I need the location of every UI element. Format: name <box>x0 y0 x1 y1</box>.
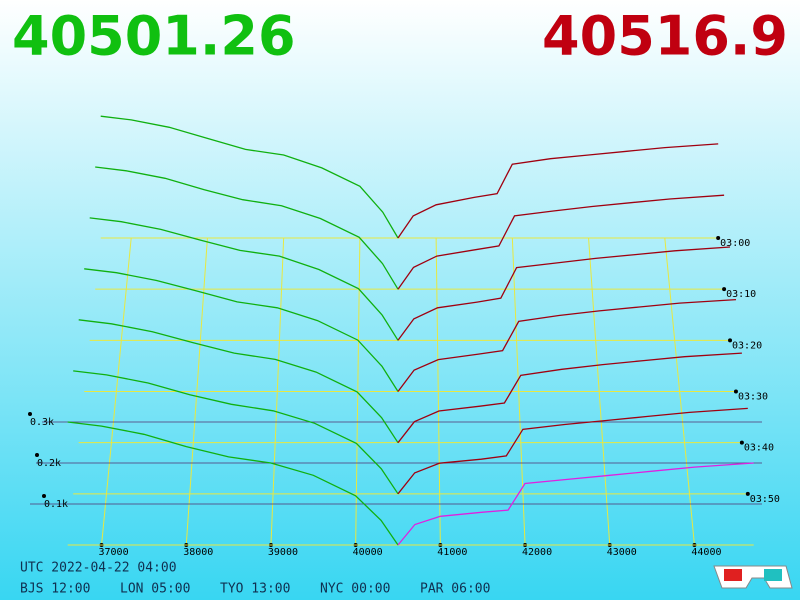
time-tick-label: 03:50 <box>750 494 780 505</box>
ask-depth-line <box>397 462 754 546</box>
depth-tick-label: 0.1k <box>44 499 68 510</box>
time-tick-label: 03:10 <box>726 289 756 300</box>
ask-depth-line <box>397 246 731 341</box>
bid-depth-line <box>95 166 399 290</box>
city-time: PAR 06:00 <box>420 582 490 597</box>
city-time: BJS 12:00 <box>20 582 90 597</box>
red-lens <box>724 569 742 581</box>
ask-depth-line <box>397 194 725 290</box>
time-tick <box>733 389 738 394</box>
time-tick-label: 03:30 <box>738 392 768 403</box>
utc-time: UTC 2022-04-22 04:00 <box>20 561 177 576</box>
ask-depth-line <box>397 143 719 239</box>
bid-depth-line <box>73 370 399 495</box>
time-tick-label: 03:00 <box>720 238 750 249</box>
floor: 37000 38000 39000 40000 41000 42000 43000 44000… <box>28 236 780 558</box>
time-tick <box>722 287 727 292</box>
x-tick-label: 37000 <box>98 547 128 558</box>
time-tick <box>745 491 750 496</box>
time-tick <box>739 440 744 445</box>
depth-tick <box>35 453 39 457</box>
x-tick-label: 40000 <box>353 547 383 558</box>
cyan-lens <box>764 569 782 581</box>
city-time: LON 05:00 <box>120 582 190 597</box>
x-tick-label: 42000 <box>522 547 552 558</box>
x-tick-label: 44000 <box>691 547 721 558</box>
depth-tick <box>42 494 46 498</box>
ask-depth-line <box>397 298 737 392</box>
time-tick-label: 03:40 <box>744 443 774 454</box>
ask-depth-line <box>397 352 742 444</box>
bid-depth-line <box>78 319 399 444</box>
bid-price: 40501.26 <box>12 5 296 68</box>
plot <box>67 115 754 546</box>
x-tick-label: 43000 <box>607 547 637 558</box>
time-tick-label: 03:20 <box>732 340 762 351</box>
x-tick-label: 41000 <box>437 547 467 558</box>
depth-tick-label: 0.3k <box>30 417 54 428</box>
3d-glasses-icon <box>713 565 793 589</box>
x-tick-label: 38000 <box>183 547 213 558</box>
bid-depth-line <box>89 217 399 341</box>
city-times: BJS 12:00 LON 05:00 TYO 13:00 NYC 00:00 PAR … <box>20 582 490 597</box>
time-tick <box>728 338 733 343</box>
bid-depth-line <box>100 115 399 239</box>
x-tick-label: 39000 <box>268 547 298 558</box>
bid-depth-line <box>67 421 399 546</box>
ask-price: 40516.9 <box>542 5 788 68</box>
depth-tick-label: 0.2k <box>37 458 61 469</box>
city-time: TYO 13:00 <box>220 582 290 597</box>
bid-depth-line <box>84 268 399 392</box>
ask-depth-line <box>397 407 748 495</box>
depth-tick <box>28 412 32 416</box>
time-tick <box>716 236 721 240</box>
city-time: NYC 00:00 <box>320 582 390 597</box>
